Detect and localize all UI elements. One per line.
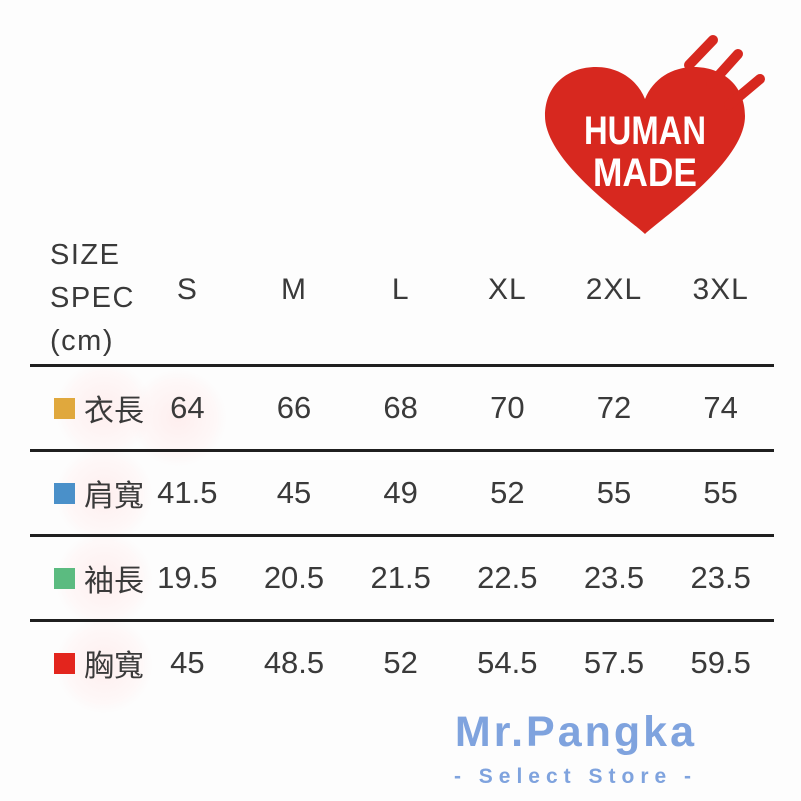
measurement-value: 66 (276, 390, 312, 425)
size-table: SIZE SPEC (cm) S M L XL 2XL 3XL 衣長 64 66 68 70 72 7… (30, 233, 774, 704)
measurement-value: 20.5 (263, 560, 325, 595)
speed-lines-icon (684, 35, 765, 110)
spec-header-line: SPEC (50, 282, 135, 314)
measurement-value: 45 (276, 475, 312, 510)
measurement-label: 胸寬 (84, 650, 144, 683)
measurement-value: 45 (170, 645, 205, 680)
measurement-row: 袖長 19.5 20.5 21.5 22.5 23.5 23.5 (30, 537, 774, 622)
measurement-value: 68 (383, 390, 418, 425)
measurement-value: 59.5 (690, 645, 751, 680)
measurement-value: 23.5 (690, 560, 751, 595)
measurement-label-cell: 肩寬 (30, 471, 144, 515)
measurement-value: 52 (490, 475, 525, 510)
measurement-label: 袖長 (84, 565, 144, 598)
heart-icon (545, 67, 745, 234)
measurement-row: 胸寬 45 48.5 52 54.5 57.5 59.5 (30, 622, 774, 704)
measurement-label-cell: 胸寬 (30, 641, 144, 685)
legend-swatch-icon (54, 567, 75, 589)
store-subtitle: - Select Store - (453, 765, 697, 788)
legend-swatch-icon (54, 397, 75, 419)
measurement-value: 55 (596, 475, 632, 510)
measurement-value: 41.5 (157, 475, 218, 510)
spec-header-line: SIZE (50, 239, 121, 271)
store-name: Mr.Pangka (454, 708, 697, 756)
measurement-value: 22.5 (477, 560, 538, 595)
size-column-header: XL (487, 272, 527, 306)
measurement-value: 49 (383, 475, 418, 510)
measurement-label-cell: 袖長 (30, 556, 144, 600)
measurement-label: 衣長 (84, 395, 144, 428)
measurement-value: 54.5 (477, 645, 538, 680)
measurement-row: 肩寬 41.5 45 49 52 55 55 (30, 452, 774, 537)
size-column-header: S (176, 272, 198, 306)
measurement-label-cell: 衣長 (30, 386, 144, 430)
brand-name-line1: HUMAN (584, 109, 706, 153)
brand-logo: HUMAN MADE (545, 35, 765, 234)
measurement-value: 52 (383, 645, 418, 680)
measurement-row: 衣長 64 66 68 70 72 74 (30, 367, 774, 452)
spec-header-cell: SIZE SPEC (cm) (30, 233, 134, 364)
brand-name-line2: MADE (593, 151, 697, 195)
size-column-header: M (280, 272, 307, 306)
measurement-value: 70 (490, 390, 525, 425)
size-column-header: 2XL (585, 272, 643, 306)
measurement-value: 48.5 (263, 645, 325, 680)
measurement-label: 肩寬 (84, 480, 144, 513)
size-column-header: 3XL (692, 272, 749, 306)
measurement-value: 21.5 (370, 560, 431, 595)
size-table-body: 衣長 64 66 68 70 72 74 肩寬 41.5 45 49 52 55 55 袖長 19.5 20.5… (30, 367, 774, 704)
measurement-value: 64 (170, 390, 205, 425)
measurement-value: 57.5 (583, 645, 645, 680)
measurement-value: 23.5 (583, 560, 645, 595)
measurement-value: 19.5 (157, 560, 218, 595)
legend-swatch-icon (54, 482, 75, 504)
measurement-value: 74 (703, 390, 738, 425)
measurement-value: 72 (596, 390, 632, 425)
size-column-header: L (391, 272, 410, 306)
size-columns: SIZE SPEC (cm) S M L XL 2XL 3XL (30, 233, 774, 367)
legend-swatch-icon (54, 652, 75, 674)
store-watermark: Mr.Pangka - Select Store - (454, 708, 697, 789)
spec-header-line: (cm) (50, 325, 114, 357)
measurement-value: 55 (703, 475, 738, 510)
